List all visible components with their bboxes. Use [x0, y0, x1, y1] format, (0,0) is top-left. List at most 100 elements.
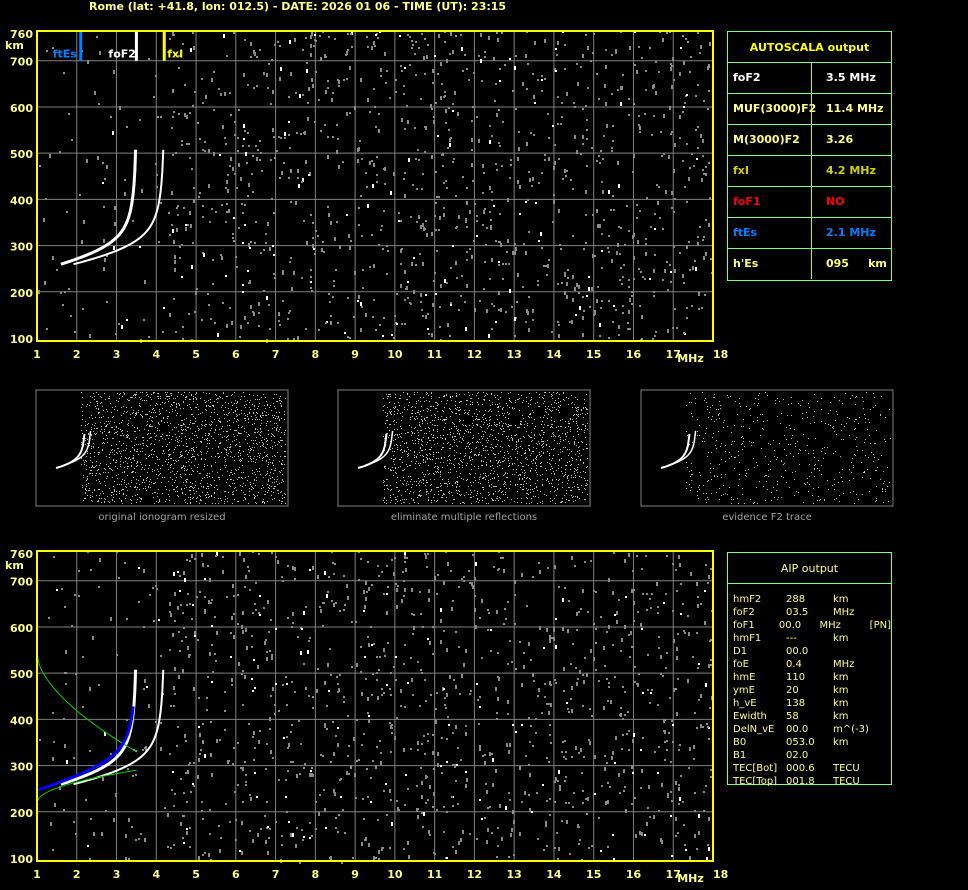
- noise-dot: [191, 457, 192, 458]
- noise-dot: [121, 481, 122, 482]
- noise-dot: [401, 599, 403, 603]
- noise-dot: [308, 87, 310, 91]
- noise-dot: [181, 451, 182, 452]
- noise-dot: [190, 490, 191, 491]
- noise-dot: [181, 456, 182, 457]
- noise-dot: [694, 810, 696, 812]
- noise-dot: [421, 672, 423, 674]
- noise-dot: [290, 731, 292, 733]
- noise-dot: [247, 84, 249, 86]
- noise-dot: [552, 125, 554, 127]
- noise-dot: [178, 496, 179, 497]
- noise-dot: [316, 689, 318, 693]
- noise-dot: [525, 251, 527, 255]
- noise-dot: [286, 683, 288, 685]
- noise-dot: [219, 443, 220, 444]
- noise-dot: [651, 134, 653, 136]
- noise-dot: [153, 454, 154, 455]
- noise-dot: [606, 631, 608, 633]
- noise-dot: [227, 431, 228, 432]
- noise-dot: [440, 435, 441, 436]
- noise-dot: [206, 497, 207, 498]
- noise-dot: [589, 306, 591, 308]
- noise-dot: [186, 487, 187, 488]
- noise-dot: [495, 163, 497, 165]
- noise-dot: [169, 455, 170, 456]
- noise-dot: [325, 90, 327, 94]
- noise-dot: [211, 465, 212, 466]
- noise-dot: [202, 412, 203, 413]
- noise-dot: [410, 419, 411, 420]
- noise-dot: [132, 458, 133, 459]
- noise-dot: [151, 482, 152, 483]
- noise-dot: [676, 712, 678, 716]
- noise-dot: [205, 503, 206, 504]
- noise-dot: [267, 405, 268, 406]
- noise-dot: [480, 442, 481, 443]
- noise-dot: [122, 489, 123, 490]
- noise-dot: [486, 227, 488, 229]
- noise-dot: [268, 430, 269, 431]
- noise-dot: [125, 461, 126, 462]
- noise-dot: [371, 160, 373, 162]
- noise-dot: [633, 589, 635, 591]
- noise-dot: [110, 421, 111, 422]
- noise-dot: [127, 411, 128, 412]
- noise-dot: [418, 463, 419, 464]
- x-tick-label: 16: [626, 868, 642, 881]
- noise-dot: [538, 240, 540, 242]
- y-tick-label: 200: [10, 807, 33, 820]
- noise-dot: [575, 667, 577, 669]
- noise-dot: [564, 44, 566, 46]
- noise-dot: [91, 467, 92, 468]
- noise-dot: [140, 476, 141, 477]
- noise-dot: [272, 245, 274, 247]
- noise-dot: [425, 700, 427, 702]
- noise-dot: [185, 485, 186, 486]
- noise-dot: [455, 227, 457, 229]
- noise-dot: [114, 489, 115, 490]
- noise-dot: [436, 452, 437, 453]
- noise-dot: [101, 498, 102, 499]
- noise-dot: [412, 433, 413, 434]
- noise-dot: [157, 393, 158, 394]
- noise-dot: [139, 397, 140, 398]
- noise-dot: [632, 739, 634, 743]
- noise-dot: [277, 425, 278, 426]
- noise-dot: [584, 430, 585, 431]
- noise-dot: [572, 235, 574, 237]
- noise-dot: [271, 59, 273, 61]
- noise-dot: [103, 206, 105, 208]
- noise-dot: [182, 669, 184, 673]
- noise-dot: [244, 418, 245, 419]
- noise-dot: [131, 472, 132, 473]
- noise-dot: [528, 328, 530, 332]
- noise-dot: [241, 472, 242, 473]
- noise-dot: [96, 461, 97, 462]
- noise-dot: [451, 607, 453, 611]
- noise-dot: [686, 245, 688, 249]
- noise-dot: [212, 477, 213, 478]
- noise-dot: [607, 247, 609, 249]
- noise-dot: [220, 421, 221, 422]
- noise-dot: [441, 416, 442, 417]
- noise-dot: [397, 585, 399, 587]
- noise-dot: [253, 731, 255, 735]
- noise-dot: [444, 420, 445, 421]
- noise-dot: [430, 410, 431, 411]
- noise-dot: [218, 457, 219, 458]
- noise-dot: [182, 492, 183, 493]
- noise-dot: [295, 202, 297, 204]
- noise-dot: [167, 464, 168, 465]
- noise-dot: [666, 740, 668, 742]
- noise-dot: [672, 563, 674, 565]
- noise-dot: [199, 733, 201, 737]
- noise-dot: [209, 476, 210, 477]
- noise-dot: [150, 479, 151, 480]
- noise-dot: [204, 754, 206, 758]
- noise-dot: [528, 171, 530, 173]
- noise-dot: [443, 96, 445, 98]
- noise-dot: [244, 497, 245, 498]
- noise-dot: [165, 392, 166, 393]
- noise-dot: [186, 481, 187, 482]
